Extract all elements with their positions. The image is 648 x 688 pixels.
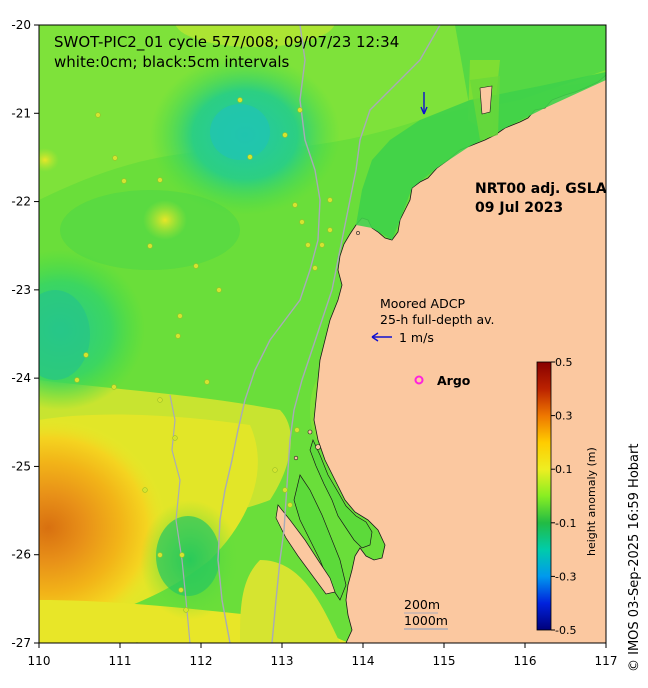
isobaths bbox=[169, 25, 441, 643]
x-tick-label: 110 bbox=[28, 654, 51, 668]
y-tick-label: -26 bbox=[11, 548, 31, 562]
colorbar: 0.5 0.3 0.1 -0.1 -0.3 -0.5 height anomaly (m) bbox=[536, 356, 598, 637]
observation-markers bbox=[74, 18, 333, 643]
observation-dot bbox=[111, 384, 117, 390]
y-axis: -20 -21 -22 -23 -24 -25 -26 -27 bbox=[11, 18, 39, 650]
observation-dot bbox=[287, 502, 293, 508]
observation-dot bbox=[177, 313, 183, 319]
y-tick-label: -20 bbox=[11, 18, 31, 32]
observation-dot bbox=[327, 197, 333, 203]
observation-dot bbox=[142, 487, 148, 493]
observation-dot bbox=[193, 263, 199, 269]
argo-marker-icon bbox=[414, 375, 424, 385]
plot-frame bbox=[38, 24, 607, 644]
x-tick-label: 111 bbox=[109, 654, 132, 668]
colorbar-tick-label: 0.5 bbox=[555, 356, 573, 369]
adcp-label-2: 25-h full-depth av. bbox=[380, 312, 495, 327]
observation-dot bbox=[294, 427, 300, 433]
observation-dot bbox=[172, 435, 178, 441]
observation-dot bbox=[247, 154, 253, 160]
colorbar-tick-label: 0.3 bbox=[555, 410, 573, 423]
adcp-vector-icon bbox=[420, 92, 428, 115]
observation-dot bbox=[216, 287, 222, 293]
y-tick-label: -27 bbox=[11, 636, 31, 650]
observation-dot bbox=[272, 467, 278, 473]
product-label: NRT00 adj. GSLA bbox=[475, 181, 607, 197]
credit-text: © IMOS 03-Sep-2025 16:59 Hobart bbox=[627, 444, 642, 672]
colorbar-tick-label: -0.3 bbox=[555, 570, 576, 583]
observation-dot bbox=[237, 97, 243, 103]
x-tick-label: 114 bbox=[352, 654, 375, 668]
observation-dot bbox=[179, 552, 185, 558]
colorbar-ramp bbox=[536, 361, 552, 631]
colorbar-tick-label: 0.1 bbox=[555, 463, 573, 476]
observation-dot bbox=[183, 607, 189, 613]
observation-dot bbox=[83, 352, 89, 358]
observation-dot bbox=[121, 178, 127, 184]
isobath-label-200: 200m bbox=[404, 597, 440, 612]
adcp-label-1: Moored ADCP bbox=[380, 296, 465, 311]
map-title-line1: SWOT-PIC2_01 cycle 577/008; 09/07/23 12:… bbox=[54, 33, 399, 52]
x-axis: 110 111 112 113 114 115 116 117 bbox=[28, 643, 618, 668]
observation-dot bbox=[157, 397, 163, 403]
observation-dot bbox=[292, 202, 298, 208]
adcp-scale-arrow-icon bbox=[371, 332, 392, 342]
observation-dot bbox=[157, 552, 163, 558]
product-date: 09 Jul 2023 bbox=[475, 200, 563, 216]
colorbar-tick-label: -0.1 bbox=[555, 517, 576, 530]
observation-dot bbox=[74, 377, 80, 383]
observation-dot bbox=[305, 242, 311, 248]
observation-dot bbox=[282, 132, 288, 138]
observation-dot bbox=[256, 18, 261, 23]
observation-dot bbox=[268, 18, 273, 23]
y-tick-label: -22 bbox=[11, 195, 31, 209]
observation-dot bbox=[246, 18, 251, 23]
colorbar-title: height anomaly (m) bbox=[585, 447, 598, 556]
observation-dot bbox=[319, 242, 325, 248]
argo-label: Argo bbox=[437, 373, 471, 388]
observation-dot bbox=[327, 227, 333, 233]
observation-dot bbox=[297, 107, 303, 113]
observation-dot bbox=[157, 177, 163, 183]
observation-dot bbox=[147, 243, 153, 249]
observation-dot bbox=[95, 112, 101, 118]
observation-dot bbox=[204, 379, 210, 385]
x-tick-label: 112 bbox=[190, 654, 213, 668]
observation-dot bbox=[178, 587, 184, 593]
isobath-label-1000: 1000m bbox=[404, 613, 448, 628]
observation-dot bbox=[282, 487, 288, 493]
colorbar-tick-label: -0.5 bbox=[555, 624, 576, 637]
adcp-scale-label: 1 m/s bbox=[399, 330, 434, 345]
land bbox=[275, 72, 606, 643]
observation-dot bbox=[299, 219, 305, 225]
y-tick-label: -23 bbox=[11, 283, 31, 297]
x-tick-label: 113 bbox=[271, 654, 294, 668]
map-title-line2: white:0cm; black:5cm intervals bbox=[54, 53, 290, 71]
observation-dot bbox=[112, 155, 118, 161]
x-tick-label: 116 bbox=[514, 654, 537, 668]
y-tick-label: -24 bbox=[11, 371, 31, 385]
y-tick-label: -21 bbox=[11, 106, 31, 120]
y-tick-label: -25 bbox=[11, 459, 31, 473]
x-tick-label: 117 bbox=[595, 654, 618, 668]
x-tick-label: 115 bbox=[433, 654, 456, 668]
observation-dot bbox=[175, 333, 181, 339]
observation-dot bbox=[312, 265, 318, 271]
